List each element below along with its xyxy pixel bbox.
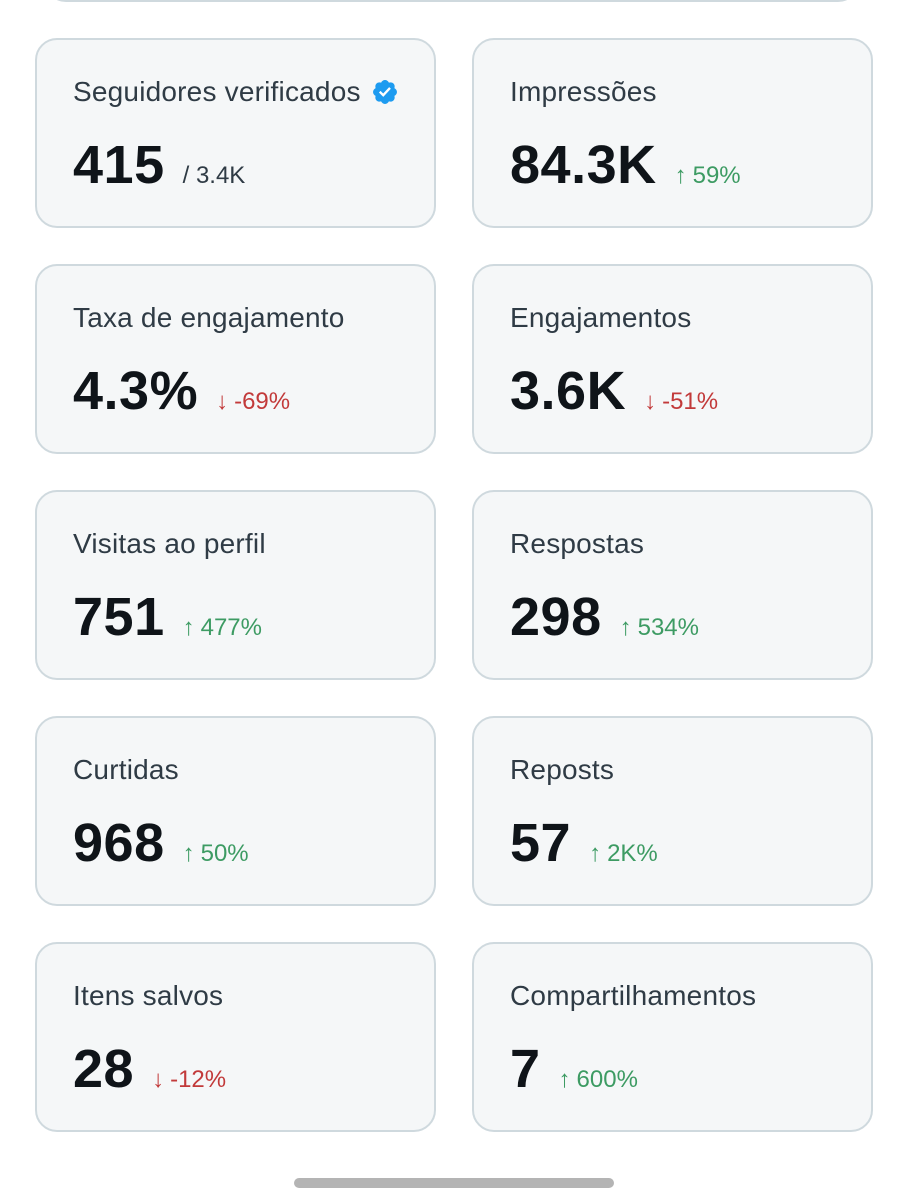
metric-change-value: -51%: [662, 388, 719, 415]
metric-value: 968: [73, 813, 165, 873]
metric-label: Respostas: [510, 528, 645, 559]
metrics-grid: Seguidores verificados 415 / 3.4K Impres…: [35, 38, 873, 1132]
arrow-up-icon: ↑: [619, 614, 632, 641]
arrow-up-icon: ↑: [182, 614, 195, 641]
metric-change-value: 50%: [200, 840, 249, 867]
metric-card-replies[interactable]: Respostas 298 ↑ 534%: [472, 490, 873, 680]
metric-value: 7: [510, 1039, 541, 1099]
metric-label: Seguidores verificados: [73, 76, 361, 107]
metric-card-engagement-rate[interactable]: Taxa de engajamento 4.3% ↓ -69%: [35, 264, 436, 454]
home-indicator[interactable]: [294, 1178, 614, 1188]
metric-value: 3.6K: [510, 361, 627, 421]
metric-change: ↑ 50%: [183, 840, 249, 868]
metric-value: 415: [73, 135, 165, 195]
metric-change-value: 534%: [637, 614, 699, 641]
metric-change: ↓ -69%: [216, 388, 290, 416]
metric-value: 751: [73, 587, 165, 647]
metric-change: ↑ 534%: [620, 614, 699, 642]
metric-change-value: 477%: [200, 614, 262, 641]
arrow-up-icon: ↑: [589, 840, 602, 867]
verified-badge-icon: [372, 80, 397, 104]
metric-value: 28: [73, 1039, 135, 1099]
metric-value: 84.3K: [510, 135, 657, 195]
metric-change: ↓ -12%: [152, 1066, 226, 1094]
metric-card-likes[interactable]: Curtidas 968 ↑ 50%: [35, 716, 436, 906]
metric-label: Curtidas: [73, 754, 179, 785]
metric-change-value: -69%: [234, 388, 291, 415]
metric-change-value: 2K%: [607, 840, 658, 867]
previous-card-edge: [44, 0, 860, 2]
arrow-down-icon: ↓: [152, 1066, 165, 1093]
metric-change-value: 600%: [576, 1066, 638, 1093]
arrow-up-icon: ↑: [558, 1066, 571, 1093]
metric-change: ↑ 600%: [559, 1066, 638, 1094]
arrow-down-icon: ↓: [644, 388, 657, 415]
metric-card-shares[interactable]: Compartilhamentos 7 ↑ 600%: [472, 942, 873, 1132]
metric-label: Visitas ao perfil: [73, 528, 266, 559]
metric-value: 298: [510, 587, 602, 647]
metric-label: Impressões: [510, 76, 657, 107]
metric-label: Itens salvos: [73, 980, 224, 1011]
metric-change: ↑ 477%: [183, 614, 262, 642]
metric-value: 57: [510, 813, 572, 873]
metric-label: Reposts: [510, 754, 615, 785]
metric-card-reposts[interactable]: Reposts 57 ↑ 2K%: [472, 716, 873, 906]
metric-change: ↑ 2K%: [589, 840, 658, 868]
arrow-up-icon: ↑: [182, 840, 195, 867]
metric-change: ↑ 59%: [675, 162, 741, 190]
metric-card-profile-visits[interactable]: Visitas ao perfil 751 ↑ 477%: [35, 490, 436, 680]
metric-change-value: -12%: [170, 1066, 227, 1093]
metric-total: / 3.4K: [182, 162, 246, 189]
metric-card-saved-items[interactable]: Itens salvos 28 ↓ -12%: [35, 942, 436, 1132]
metric-card-engagements[interactable]: Engajamentos 3.6K ↓ -51%: [472, 264, 873, 454]
metric-card-impressions[interactable]: Impressões 84.3K ↑ 59%: [472, 38, 873, 228]
metric-change: ↓ -51%: [644, 388, 718, 416]
arrow-down-icon: ↓: [216, 388, 229, 415]
metric-label: Compartilhamentos: [510, 980, 757, 1011]
metric-change-value: 59%: [692, 162, 741, 189]
metric-label: Engajamentos: [510, 302, 692, 333]
arrow-up-icon: ↑: [674, 162, 687, 189]
metric-card-verified-followers[interactable]: Seguidores verificados 415 / 3.4K: [35, 38, 436, 228]
metric-value: 4.3%: [73, 361, 199, 421]
metric-label: Taxa de engajamento: [73, 302, 345, 333]
